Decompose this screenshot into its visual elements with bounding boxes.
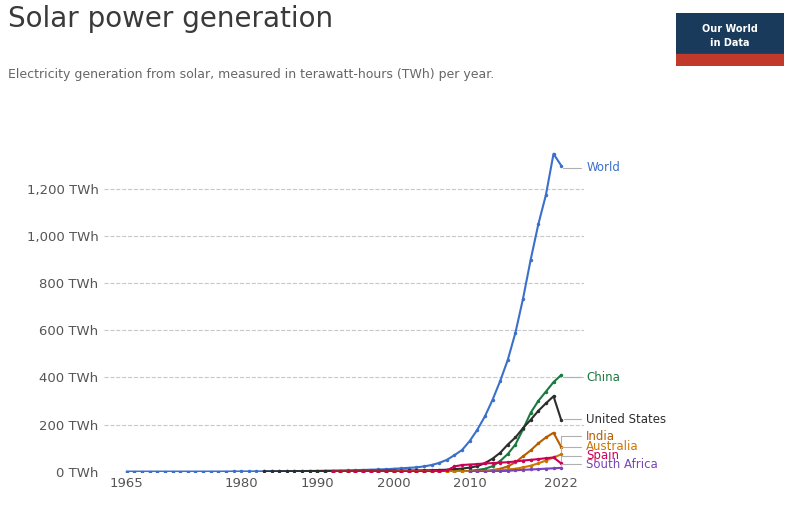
Text: Electricity generation from solar, measured in terawatt-hours (TWh) per year.: Electricity generation from solar, measu… <box>8 68 494 81</box>
Text: China: China <box>562 371 620 384</box>
Text: South Africa: South Africa <box>561 457 658 471</box>
Text: Solar power generation: Solar power generation <box>8 5 333 33</box>
Text: World: World <box>562 161 620 174</box>
Text: Australia: Australia <box>561 440 639 453</box>
Text: in Data: in Data <box>710 38 750 49</box>
Bar <box>676 54 784 66</box>
Text: Spain: Spain <box>561 449 619 462</box>
Text: Our World: Our World <box>702 24 758 34</box>
Text: United States: United States <box>564 413 666 426</box>
Text: India: India <box>561 430 615 444</box>
